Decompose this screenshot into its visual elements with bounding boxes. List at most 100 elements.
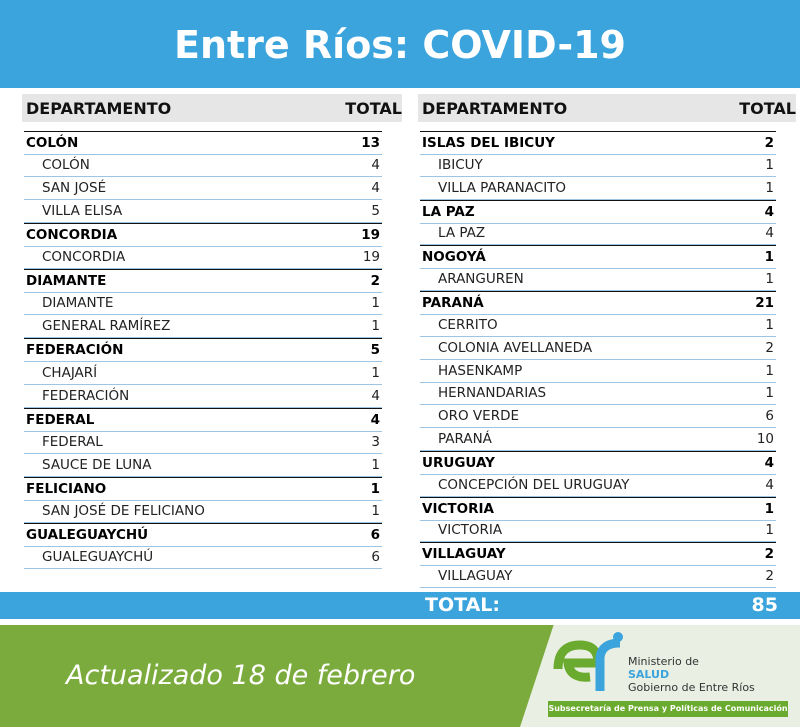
locality-row: FEDERACIÓN 4 (24, 385, 382, 408)
locality-total: 2 (765, 339, 774, 356)
department-name: GUALEGUAYCHÚ (26, 526, 149, 543)
department-row: GUALEGUAYCHÚ 6 (24, 522, 382, 547)
locality-total: 4 (765, 476, 774, 493)
locality-name: COLONIA AVELLANEDA (438, 339, 593, 356)
locality-name: HERNANDARIAS (438, 385, 547, 402)
locality-row: CHAJARÍ 1 (24, 362, 382, 385)
locality-row: VILLAGUAY 2 (420, 565, 776, 589)
locality-name: VILLA PARANACITO (438, 179, 567, 196)
logo-band: Subsecretaría de Prensa y Políticas de C… (548, 701, 788, 717)
locality-row: COLONIA AVELLANEDA 2 (420, 337, 776, 360)
locality-total: 4 (371, 180, 380, 197)
locality-name: IBICUY (438, 156, 483, 173)
locality-row: GUALEGUAYCHÚ 6 (24, 546, 382, 569)
locality-row: ARANGUREN 1 (420, 268, 776, 292)
locality-total: 6 (371, 548, 380, 565)
department-total: 6 (370, 526, 380, 543)
locality-total: 1 (765, 156, 774, 173)
locality-name: DIAMANTE (42, 295, 114, 312)
locality-row: SAUCE DE LUNA 1 (24, 454, 382, 477)
locality-row: LA PAZ 4 (420, 222, 776, 246)
total-bar: TOTAL: 85 (0, 592, 800, 619)
department-total: 5 (370, 342, 380, 359)
department-total: 4 (370, 411, 380, 428)
locality-total: 1 (765, 362, 774, 379)
department-name: LA PAZ (422, 203, 475, 220)
locality-name: GENERAL RAMÍREZ (42, 318, 171, 335)
locality-row: CONCEPCIÓN DEL URUGUAY 4 (420, 474, 776, 497)
logo-line2: SALUD (628, 668, 670, 681)
locality-row: SAN JOSÉ 4 (24, 177, 382, 201)
department-row: CONCORDIA 19 (24, 223, 382, 248)
department-name: COLÓN (26, 135, 79, 151)
department-row: FEDERACIÓN 5 (24, 338, 382, 363)
locality-row: GENERAL RAMÍREZ 1 (24, 315, 382, 339)
header-total: TOTAL (345, 99, 402, 118)
locality-row: COLÓN 4 (24, 154, 382, 178)
locality-total: 4 (765, 225, 774, 242)
department-row: ISLAS DEL IBICUY 2 (420, 131, 776, 155)
locality-row: DIAMANTE 1 (24, 292, 382, 316)
locality-total: 4 (371, 387, 380, 404)
locality-name: LA PAZ (438, 225, 486, 242)
header-total: TOTAL (739, 99, 796, 118)
updated: Actualizado 18 de febrero (66, 660, 416, 691)
department-name: DIAMANTE (26, 273, 107, 290)
department-total: 13 (361, 135, 380, 151)
locality-name: SAUCE DE LUNA (42, 456, 152, 473)
locality-row: VICTORIA 1 (420, 519, 776, 543)
locality-total: 1 (765, 385, 774, 402)
department-total: 21 (755, 294, 774, 311)
locality-row: HASENKAMP 1 (420, 360, 776, 383)
department-total: 4 (764, 454, 774, 471)
department-total: 2 (764, 135, 774, 151)
department-name: URUGUAY (422, 454, 495, 471)
locality-total: 1 (371, 295, 380, 312)
locality-total: 1 (765, 271, 774, 288)
locality-name: CONCORDIA (42, 249, 126, 266)
header-department: DEPARTAMENTO (26, 99, 172, 118)
locality-total: 1 (371, 364, 380, 381)
logo-panel: Ministerio de SALUD Gobierno de Entre Rí… (520, 625, 800, 727)
locality-total: 4 (371, 157, 380, 174)
locality-name: ORO VERDE (438, 408, 519, 425)
department-row: FELICIANO 1 (24, 476, 382, 501)
logo-icon (553, 632, 623, 691)
department-row: VICTORIA 1 (420, 496, 776, 521)
locality-name: COLÓN (42, 157, 90, 174)
department-name: FEDERACIÓN (26, 342, 124, 359)
department-total: 2 (764, 546, 774, 563)
locality-name: CONCEPCIÓN DEL URUGUAY (438, 476, 630, 493)
locality-name: SAN JOSÉ DE FELICIANO (42, 502, 205, 519)
department-row: PARANÁ 21 (420, 290, 776, 315)
locality-name: ARANGUREN (438, 271, 524, 288)
department-row: DIAMANTE 2 (24, 269, 382, 294)
locality-total: 6 (765, 408, 774, 425)
total-label: TOTAL: (425, 594, 501, 616)
total-value: 85 (751, 594, 778, 616)
logo-line3: Gobierno de Entre Ríos (628, 681, 755, 694)
locality-row: IBICUY 1 (420, 154, 776, 177)
locality-row: CERRITO 1 (420, 314, 776, 337)
locality-total: 1 (765, 316, 774, 333)
locality-total: 5 (371, 203, 380, 220)
locality-total: 10 (756, 431, 774, 448)
locality-name: CHAJARÍ (42, 364, 98, 381)
department-name: VILLAGUAY (422, 546, 506, 563)
locality-row: SAN JOSÉ DE FELICIANO 1 (24, 500, 382, 523)
department-name: CONCORDIA (26, 227, 118, 244)
locality-row: PARANÁ 10 (420, 428, 776, 452)
department-name: FEDERAL (26, 411, 95, 428)
logo-line1: Ministerio de (628, 655, 699, 668)
locality-total: 1 (371, 318, 380, 335)
title: Entre Ríos: COVID-19 (0, 0, 800, 88)
locality-row: FEDERAL 3 (24, 431, 382, 454)
department-total: 1 (764, 500, 774, 517)
locality-name: FEDERACIÓN (42, 387, 130, 404)
department-name: PARANÁ (422, 294, 484, 311)
locality-name: HASENKAMP (438, 362, 523, 379)
department-name: FELICIANO (26, 480, 107, 497)
department-row: NOGOYÁ 1 (420, 245, 776, 270)
department-name: NOGOYÁ (422, 249, 486, 266)
